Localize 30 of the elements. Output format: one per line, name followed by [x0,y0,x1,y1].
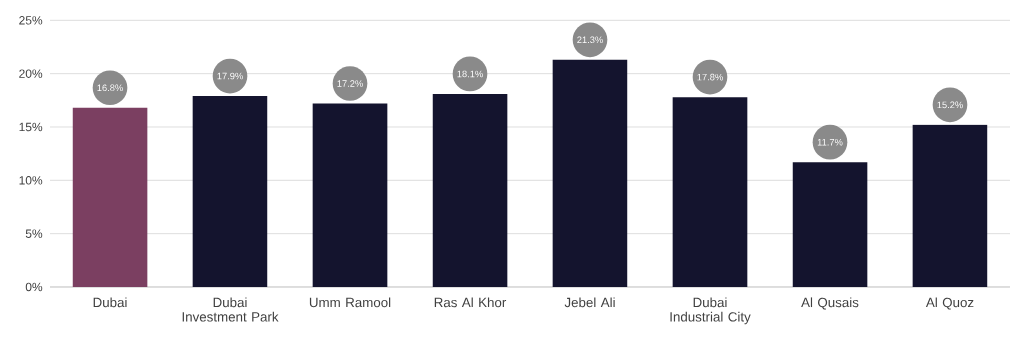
y-tick-label: 15% [19,122,43,132]
bar [912,124,988,287]
bar [672,97,748,287]
x-tick-label: Dubai Industrial City [670,297,751,325]
y-tick-label: 25% [19,16,43,25]
y-tick-label: 10% [19,176,43,185]
x-tick-label: Dubai [93,297,127,308]
x-tick-label: Al Qusais [801,297,859,310]
bar [312,103,388,287]
bar [552,59,628,287]
data-label: 18.1% [457,70,483,78]
data-label: 11.7% [817,138,843,146]
x-tick-label: Dubai Investment Park [182,297,279,322]
data-label: 15.2% [937,101,963,109]
y-tick-label: 5% [25,229,43,238]
x-tick-label: Jebel Ali [564,297,615,308]
bar [72,107,148,287]
data-label: 21.3% [577,36,603,44]
bar [192,96,268,287]
y-tick-label: 20% [19,69,43,78]
bar [792,162,868,287]
bar [432,93,508,287]
data-label: 16.8% [97,84,123,92]
data-label: 17.8% [697,73,723,81]
y-tick-label: 0% [25,282,43,292]
x-tick-label: Umm Ramool [309,297,391,308]
data-label: 17.9% [217,72,243,80]
x-tick-label: Ras Al Khor [434,297,507,308]
x-tick-label: Al Quoz [925,297,974,310]
data-label: 17.2% [337,80,363,87]
